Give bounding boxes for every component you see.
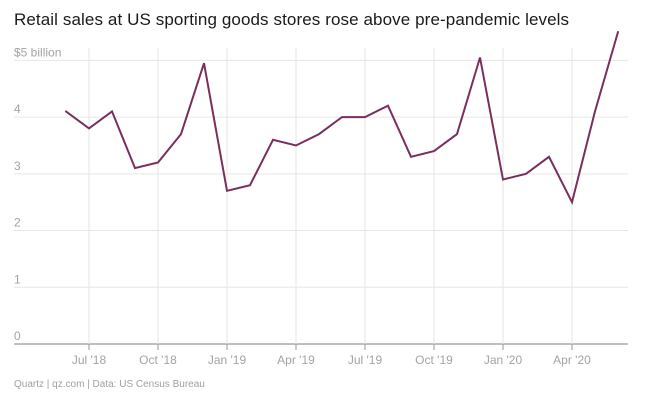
y-tick-label: 4: [14, 102, 21, 116]
y-tick-labels: 0 1 2 3 4 $5 billion: [14, 45, 61, 343]
y-tick-label: 2: [14, 216, 21, 230]
y-tick-label: 1: [14, 272, 21, 286]
x-tick-label: Jan '19: [208, 353, 247, 367]
source-footer: Quartz | qz.com | Data: US Census Bureau: [14, 379, 205, 390]
y-tick-label: $5 billion: [14, 45, 61, 59]
x-tick-label: Oct '19: [415, 353, 453, 367]
x-tick-label: Apr '19: [277, 353, 315, 367]
x-tick-label: Apr '20: [553, 353, 591, 367]
x-tick-label: Jul '19: [348, 353, 383, 367]
sales-line: [65, 31, 619, 206]
y-tick-label: 3: [14, 159, 21, 173]
grid-layer: [14, 48, 628, 345]
x-tick-label: Jul '18: [72, 353, 107, 367]
x-tick-label: Oct '18: [139, 353, 177, 367]
x-ticks: Jul '18 Oct '18 Jan '19 Apr '19 Jul '19 Oct '…: [72, 344, 591, 367]
series-layer: [65, 31, 619, 206]
y-tick-label: 0: [14, 329, 21, 343]
x-tick-label: Jan '20: [484, 353, 523, 367]
chart-title: Retail sales at US sporting goods stores…: [14, 10, 570, 29]
